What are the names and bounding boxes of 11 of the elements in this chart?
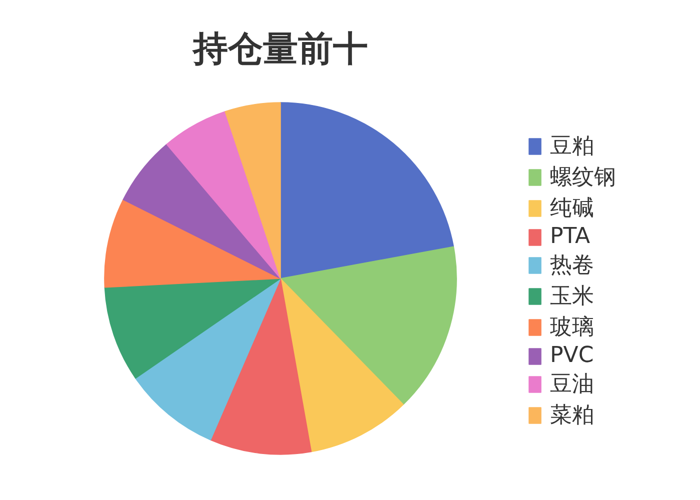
- legend-label: 菜粕: [550, 402, 594, 430]
- legend-label: PVC: [550, 343, 594, 368]
- legend-label: PTA: [550, 224, 590, 249]
- legend-label: 豆油: [550, 371, 594, 399]
- legend-label: 螺纹钢: [550, 164, 616, 192]
- legend-label: 玉米: [550, 283, 594, 311]
- legend-label: 豆粕: [550, 133, 594, 161]
- chart-title: 持仓量前十: [191, 30, 368, 70]
- legend-label: 玻璃: [550, 314, 594, 342]
- legend-label: 热卷: [550, 252, 594, 280]
- legend-label: 纯碱: [550, 195, 594, 223]
